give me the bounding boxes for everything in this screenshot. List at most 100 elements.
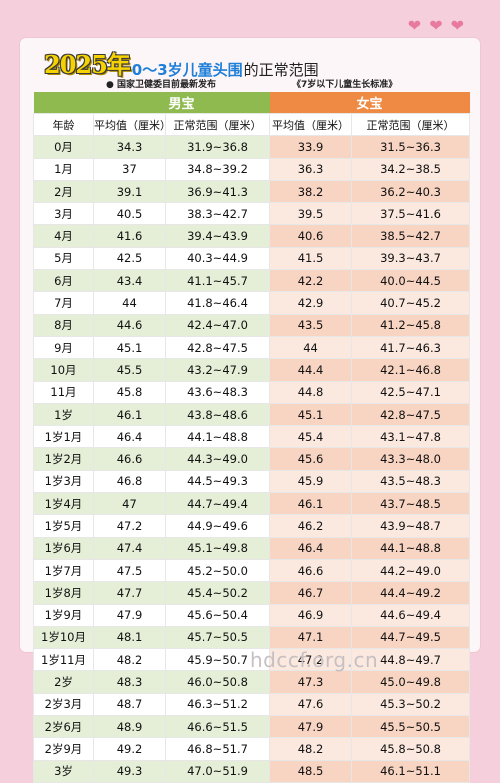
table-body: 0月 34.3 31.9~36.8 33.9 31.5~36.3 1月 37 34.8~39.…	[33, 135, 471, 783]
girl-average-cell: 46.2	[269, 514, 353, 538]
girl-average-cell: 40.6	[269, 224, 353, 248]
boy-range-cell: 40.3~44.9	[164, 246, 271, 271]
subtitle-source: ● 国家卫健委目前最新发布	[106, 80, 216, 90]
age-cell: 1岁7月	[33, 558, 94, 583]
table-row: 7月 44 41.8~46.4 42.9 40.7~45.2	[33, 291, 471, 315]
age-cell: 2月	[33, 179, 94, 204]
girl-range-cell: 42.8~47.5	[351, 402, 471, 427]
girl-range-cell: 38.5~42.7	[351, 224, 471, 248]
age-cell: 8月	[33, 313, 94, 337]
boy-range-cell: 38.3~42.7	[164, 202, 271, 226]
boy-average-cell: 44	[93, 291, 166, 315]
heart-icon: ❤	[450, 16, 464, 35]
girl-average-cell: 45.4	[269, 425, 353, 449]
girl-average-cell: 48.2	[269, 737, 353, 761]
age-cell: 2岁	[33, 670, 94, 694]
age-cell: 1岁3月	[33, 469, 94, 494]
boy-average-cell: 48.1	[93, 625, 166, 650]
subtitle-standard: 《7岁以下儿童生长标准》	[292, 80, 398, 90]
boy-average-cell: 48.7	[93, 692, 166, 717]
boy-average-cell: 37	[93, 157, 166, 181]
age-cell: 1岁1月	[33, 425, 94, 449]
table-row: 9月 45.1 42.8~47.5 44 41.7~46.3	[33, 335, 471, 360]
boy-range-cell: 45.4~50.2	[164, 581, 271, 605]
boy-average-cell: 34.3	[93, 135, 166, 159]
column-header-girl-average: 平均值（厘米）	[269, 112, 353, 137]
boy-range-cell: 44.7~49.4	[164, 492, 271, 516]
group-header-girl: 女宝	[269, 92, 470, 114]
age-cell: 11月	[33, 380, 94, 404]
girl-average-cell: 44.4	[269, 358, 353, 382]
boy-range-cell: 36.9~41.3	[164, 179, 271, 204]
table-row: 0月 34.3 31.9~36.8 33.9 31.5~36.3	[33, 135, 471, 159]
boy-range-cell: 43.8~48.6	[164, 402, 271, 427]
boy-average-cell: 45.8	[93, 380, 166, 404]
boy-average-cell: 43.4	[93, 269, 166, 293]
girl-range-cell: 44.6~49.4	[351, 603, 471, 627]
girl-range-cell: 42.5~47.1	[351, 380, 471, 404]
girl-average-cell: 46.9	[269, 603, 353, 627]
boy-average-cell: 48.9	[93, 715, 166, 739]
girl-range-cell: 39.3~43.7	[351, 246, 471, 271]
age-cell: 1岁6月	[33, 536, 94, 560]
age-cell: 9月	[33, 335, 94, 360]
boy-average-cell: 46.8	[93, 469, 166, 494]
age-cell: 1岁9月	[33, 603, 94, 627]
column-header-boy-average: 平均值（厘米）	[93, 112, 171, 137]
girl-average-cell: 46.4	[269, 536, 353, 560]
girl-average-cell: 47.3	[269, 670, 353, 694]
girl-average-cell: 42.9	[269, 291, 353, 315]
boy-range-cell: 45.6~50.4	[164, 603, 271, 627]
age-cell: 1岁2月	[33, 447, 94, 471]
girl-average-cell: 46.7	[269, 581, 353, 605]
column-header-girl-range: 正常范围（厘米）	[351, 112, 471, 137]
boy-average-cell: 47.2	[93, 514, 166, 538]
boy-range-cell: 42.4~47.0	[164, 313, 271, 337]
table-row: 1岁11月 48.2 45.9~50.7 47.2 44.8~49.7	[33, 648, 471, 672]
boy-range-cell: 45.7~50.5	[164, 625, 271, 650]
girl-average-cell: 46.6	[269, 558, 353, 583]
girl-average-cell: 44	[269, 335, 353, 360]
girl-range-cell: 31.5~36.3	[351, 135, 471, 159]
girl-range-cell: 43.1~47.8	[351, 425, 471, 449]
boy-range-cell: 41.1~45.7	[164, 269, 271, 293]
girl-average-cell: 39.5	[269, 202, 353, 226]
table-row: 11月 45.8 43.6~48.3 44.8 42.5~47.1	[33, 380, 471, 404]
boy-range-cell: 46.8~51.7	[164, 737, 271, 761]
age-cell: 1岁10月	[33, 625, 94, 650]
girl-average-cell: 45.1	[269, 402, 353, 427]
girl-range-cell: 44.4~49.2	[351, 581, 471, 605]
girl-average-cell: 47.2	[269, 648, 353, 672]
age-cell: 6月	[33, 269, 94, 293]
boy-range-cell: 45.9~50.7	[164, 648, 271, 672]
girl-average-cell: 45.9	[269, 469, 353, 494]
table-row: 1岁 46.1 43.8~48.6 45.1 42.8~47.5	[33, 402, 471, 427]
table-row: 1岁10月 48.1 45.7~50.5 47.1 44.7~49.5	[33, 625, 471, 650]
table-row: 1岁8月 47.7 45.4~50.2 46.7 44.4~49.2	[33, 581, 471, 605]
heart-icon: ❤	[407, 16, 422, 35]
title-age-range: 0～3岁儿童头围	[131, 61, 243, 79]
boy-range-cell: 39.4~43.9	[164, 224, 271, 248]
boy-range-cell: 46.0~50.8	[164, 670, 271, 694]
heart-icon: ❤	[429, 16, 443, 35]
girl-average-cell: 46.1	[269, 492, 353, 516]
girl-range-cell: 42.1~46.8	[351, 358, 471, 382]
age-cell: 1岁4月	[33, 492, 94, 516]
age-cell: 4月	[33, 224, 94, 248]
age-cell: 1岁	[33, 402, 94, 427]
girl-average-cell: 47.9	[269, 715, 353, 739]
girl-range-cell: 43.7~48.5	[351, 492, 471, 516]
boy-average-cell: 46.6	[93, 447, 166, 471]
boy-average-cell: 45.1	[93, 335, 166, 360]
boy-average-cell: 45.5	[93, 358, 166, 382]
boy-average-cell: 47.9	[93, 603, 166, 627]
girl-range-cell: 44.2~49.0	[351, 558, 471, 583]
table-row: 3岁 49.3 47.0~51.9 48.5 46.1~51.1	[33, 759, 471, 783]
girl-average-cell: 41.5	[269, 246, 353, 271]
boy-range-cell: 44.9~49.6	[164, 514, 271, 538]
girl-average-cell: 48.5	[269, 759, 353, 783]
girl-average-cell: 44.8	[269, 380, 353, 404]
age-cell: 1月	[33, 157, 94, 181]
boy-average-cell: 42.5	[93, 246, 166, 271]
boy-range-cell: 47.0~51.9	[164, 759, 271, 783]
